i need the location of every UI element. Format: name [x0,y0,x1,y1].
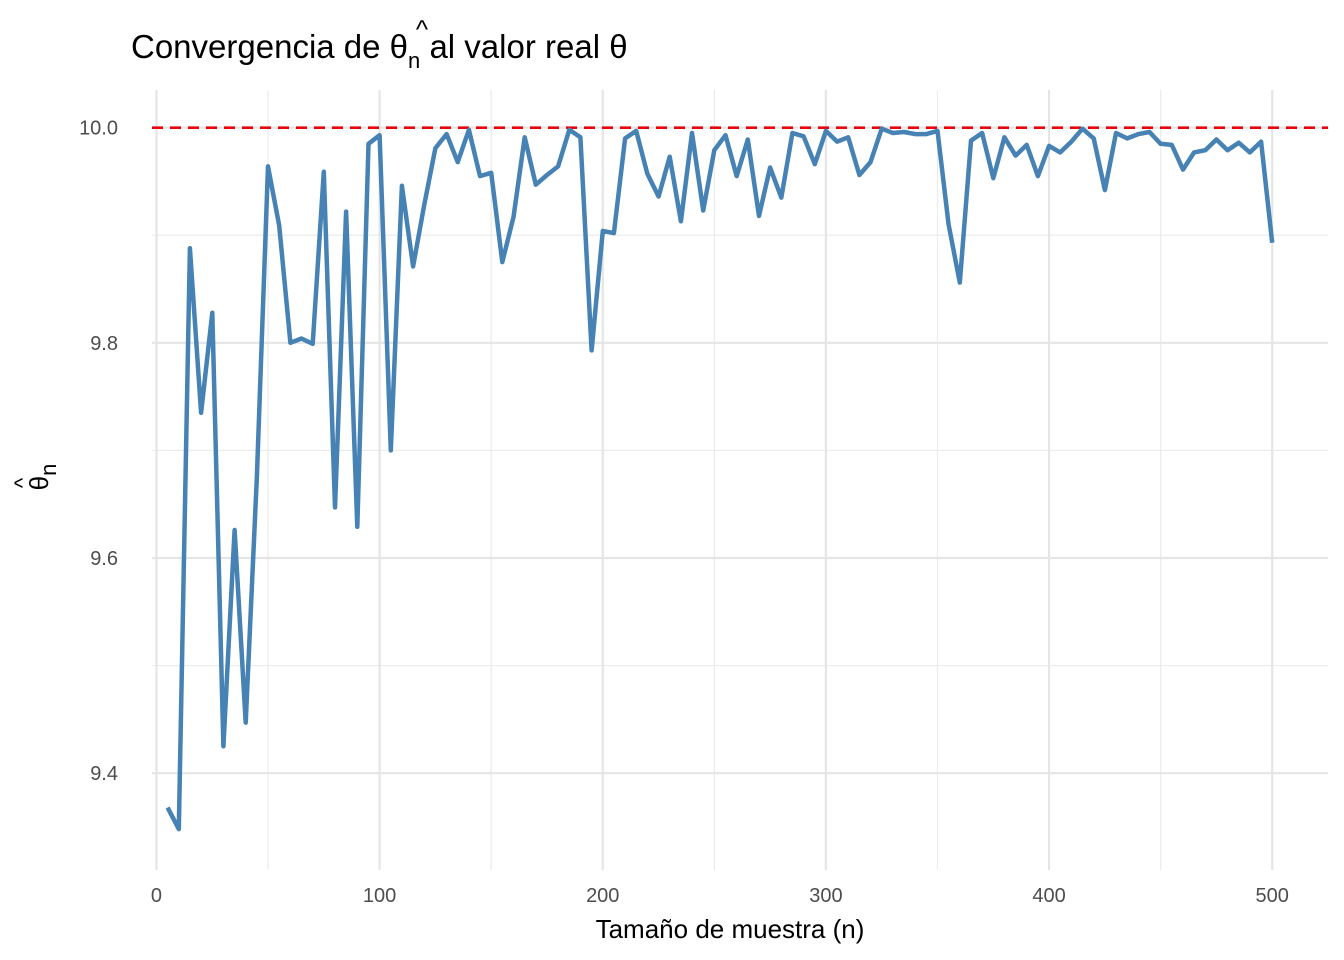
title-symbol: θ [390,28,408,65]
x-tick-label: 200 [586,885,619,907]
ylabel-hat: ^ [10,477,35,488]
title-prefix: Convergencia de [131,28,390,65]
title-subscript: n [408,48,420,73]
x-axis-title: Tamaño de muestra (n) [596,914,865,944]
x-tick-label: 500 [1256,885,1289,907]
x-tick-label: 0 [151,885,162,907]
x-tick-label: 100 [363,885,396,907]
x-tick-label: 400 [1032,885,1065,907]
y-axis-title: θn ^ [10,464,61,491]
title-hat: ^ [416,14,429,44]
title-suffix: al valor real θ [420,28,627,65]
ylabel-subscript: n [36,464,61,476]
plot-marks [152,128,1328,829]
chart-title: Convergencia de θn al valor real θ [131,28,628,73]
x-tick-label: 300 [809,885,842,907]
grid [152,90,1328,870]
y-tick-label: 9.8 [90,333,118,355]
y-tick-label: 9.6 [90,548,118,570]
y-tick-label: 10.0 [79,118,118,140]
tick-labels: 0 100 200 300 400 500 9.4 9.6 9.8 10.0 [79,118,1289,907]
y-tick-label: 9.4 [90,763,118,785]
series-line [168,129,1273,829]
